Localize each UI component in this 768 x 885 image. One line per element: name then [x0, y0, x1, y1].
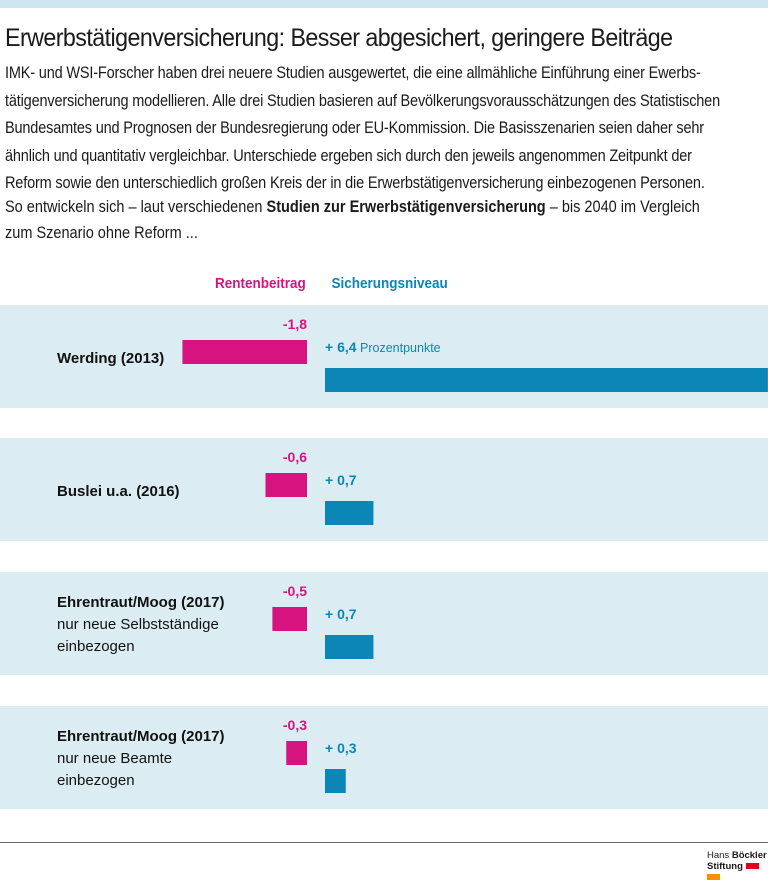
category-sublabel: einbezogen — [57, 638, 135, 655]
label-rentenbeitrag: -0,3 — [283, 717, 307, 733]
bar-rentenbeitrag — [182, 340, 307, 364]
lead-text: So entwickeln sich – laut verschiedenen … — [5, 194, 727, 246]
legend-rentenbeitrag: Rentenbeitrag — [215, 275, 306, 292]
label-rentenbeitrag: -0,6 — [283, 449, 307, 465]
page-title: Erwerbstätigenversicherung: Besser abges… — [5, 24, 673, 52]
lead-pre: So entwickeln sich – laut verschiedenen — [5, 198, 267, 216]
label-rentenbeitrag: -0,5 — [283, 583, 307, 599]
bar-sicherungsniveau — [325, 368, 768, 392]
label-sicherungsniveau: + 0,3 — [325, 740, 357, 756]
top-band — [0, 0, 768, 8]
bar-rentenbeitrag — [286, 741, 307, 765]
category-sublabel: nur neue Selbstständige — [57, 616, 219, 633]
category-label: Werding (2013) — [57, 350, 164, 367]
panel-row — [0, 572, 768, 675]
intro-text: IMK- und WSI-Forscher haben drei neuere … — [5, 64, 720, 193]
bar-rentenbeitrag — [272, 607, 307, 631]
category-label: Buslei u.a. (2016) — [57, 483, 180, 500]
category-label: Ehrentraut/Moog (2017) — [57, 728, 225, 745]
label-sicherungsniveau: + 0,7 — [325, 606, 357, 622]
category-sublabel: einbezogen — [57, 772, 135, 789]
legend-sicherungsniveau: Sicherungsniveau — [331, 275, 448, 292]
category-sublabel: nur neue Beamte — [57, 750, 172, 767]
panel-row — [0, 438, 768, 541]
hans-boeckler-logo: Hans Böckler Stiftung — [707, 850, 768, 883]
panel-row — [0, 706, 768, 809]
lead-bold: Studien zur Erwerbstätigenversicherung — [266, 198, 546, 216]
bar-sicherungsniveau — [325, 501, 374, 525]
bar-sicherungsniveau — [325, 769, 346, 793]
label-sicherungsniveau: + 0,7 — [325, 472, 357, 488]
lead-post: – bis 2040 im Vergleich zum Szenario ohn… — [5, 198, 700, 242]
label-rentenbeitrag: -1,8 — [283, 316, 307, 332]
bar-sicherungsniveau — [325, 635, 374, 659]
label-sicherungsniveau: + 6,4 Prozentpunkte — [325, 339, 441, 355]
bar-rentenbeitrag — [265, 473, 307, 497]
category-label: Ehrentraut/Moog (2017) — [57, 594, 225, 611]
footer-divider — [0, 842, 768, 843]
